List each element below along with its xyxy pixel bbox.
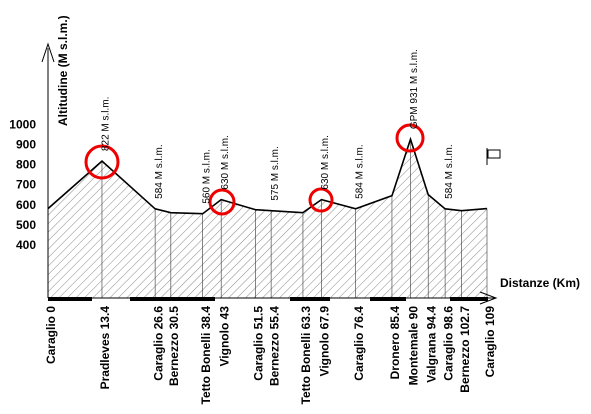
y-tick-label: 600 bbox=[16, 198, 36, 212]
x-axis-arrow bbox=[479, 291, 498, 305]
x-axis-label: Distanze (Km) bbox=[500, 276, 580, 290]
x-tick-label: Caraglio 51.5 bbox=[252, 306, 266, 381]
x-tick-label: Dronero 85.4 bbox=[388, 306, 402, 380]
annotation: 630 M s.l.m. bbox=[220, 135, 231, 189]
y-axis-label: Altitudine (M s.l.m.) bbox=[56, 15, 70, 126]
profile-line bbox=[47, 136, 488, 215]
axis-bars bbox=[48, 297, 488, 301]
flag bbox=[487, 149, 501, 159]
y-tick-label: 500 bbox=[16, 218, 36, 232]
y-tick-label: 900 bbox=[16, 138, 36, 152]
axis-bar bbox=[290, 297, 330, 301]
annotation: GPM 931 M s.l.m. bbox=[409, 49, 420, 129]
x-tick-label: Vignolo 67.9 bbox=[318, 306, 332, 377]
axis-bar bbox=[370, 297, 406, 301]
highlight-circle bbox=[308, 187, 334, 213]
x-tick-label: Valgrana 94.4 bbox=[424, 306, 438, 383]
y-axis-arrow bbox=[41, 42, 55, 63]
annotation: 584 M s.l.m. bbox=[154, 144, 165, 198]
area-fill bbox=[48, 139, 487, 298]
annotation: 575 M s.l.m. bbox=[270, 146, 281, 200]
x-tick-label: Tetto Bonelli 38.4 bbox=[199, 306, 213, 405]
x-tick-label: Caraglio 109 bbox=[483, 306, 497, 378]
x-tick-label: Pradleves 13.4 bbox=[98, 306, 112, 390]
axis-bar bbox=[130, 297, 215, 301]
plot bbox=[47, 136, 488, 298]
x-tick-label: Bernezzo 102.7 bbox=[458, 306, 472, 393]
highlight-circle bbox=[395, 123, 425, 153]
finish-flag bbox=[486, 148, 501, 165]
x-tick-label: Bernezzo 30.5 bbox=[167, 306, 181, 386]
x-tick-label: Caraglio 76.4 bbox=[352, 306, 366, 381]
x-tick-label: Vignolo 43 bbox=[217, 306, 231, 367]
y-tick-label: 800 bbox=[16, 158, 36, 172]
highlight-circle bbox=[84, 144, 120, 180]
axis-bar bbox=[48, 297, 92, 301]
x-tick-label: Montemale 90 bbox=[407, 306, 421, 386]
y-tick-label: 400 bbox=[16, 238, 36, 252]
annotation: 560 M s.l.m. bbox=[201, 149, 212, 203]
x-tick-label: Bernezzo 55.4 bbox=[267, 306, 281, 386]
annotation: 584 M s.l.m. bbox=[444, 144, 455, 198]
x-tick-label: Caraglio 26.6 bbox=[151, 306, 165, 381]
axis-bar bbox=[450, 297, 488, 301]
annotation: 584 M s.l.m. bbox=[354, 144, 365, 198]
y-tick-label: 700 bbox=[16, 178, 36, 192]
annotation: 630 M s.l.m. bbox=[320, 135, 331, 189]
highlight-circle bbox=[208, 188, 236, 216]
x-tick-label: Caraglio 98.6 bbox=[441, 306, 455, 381]
highlight-circles bbox=[84, 123, 425, 216]
annotation: 822 M s.l.m. bbox=[101, 97, 112, 151]
x-tick-label: Tetto Bonelli 63.3 bbox=[299, 306, 313, 405]
y-tick-label: 1000 bbox=[9, 117, 36, 131]
x-tick-label: Caraglio 0 bbox=[44, 306, 58, 364]
